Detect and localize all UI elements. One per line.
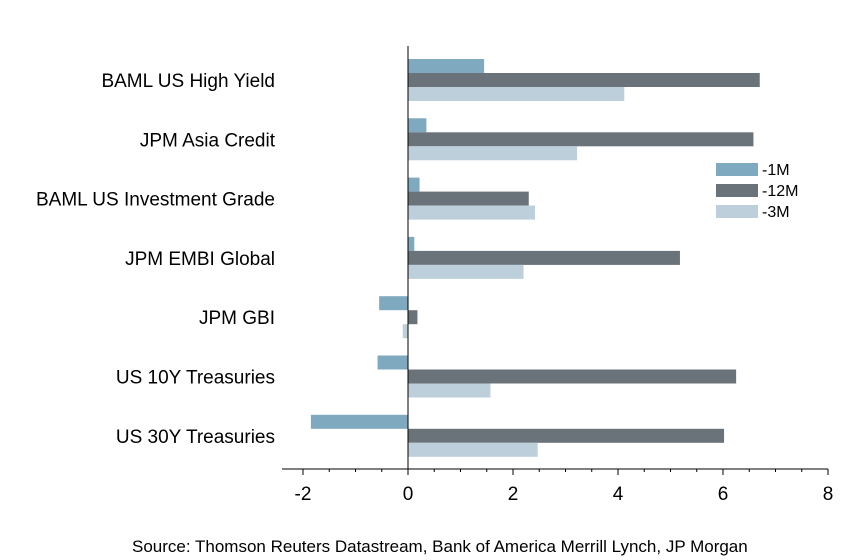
- bar-12M-3: [408, 250, 680, 265]
- bar-1M-0: [408, 59, 485, 73]
- legend-swatch: [716, 184, 758, 197]
- bar-1M-3: [408, 236, 415, 251]
- category-label: US 30Y Treasuries: [116, 427, 275, 448]
- bar-12M-1: [408, 132, 754, 147]
- bar-1M-1: [408, 118, 427, 133]
- bar-1M-2: [408, 177, 420, 192]
- bar-3M-3: [408, 264, 524, 279]
- legend: -1M -12M -3M: [716, 162, 798, 221]
- x-axis-ticks: [302, 469, 829, 475]
- x-tick-label: -2: [295, 484, 312, 505]
- x-tick-label: 6: [718, 484, 729, 505]
- category-label: BAML US Investment Grade: [36, 190, 275, 211]
- bar-12M-4: [408, 310, 418, 325]
- legend-label: -12M: [762, 183, 798, 200]
- source-note: Source: Thomson Reuters Datastream, Bank…: [132, 537, 748, 556]
- x-tick-label: 4: [613, 484, 624, 505]
- x-tick-label: 2: [508, 484, 519, 505]
- category-label: JPM EMBI Global: [125, 249, 275, 270]
- bar-12M-0: [408, 73, 760, 87]
- bar-12M-2: [408, 191, 529, 206]
- bar-1M-5: [377, 355, 408, 370]
- category-labels: BAML US High Yield JPM Asia Credit BAML US…: [36, 71, 276, 448]
- category-label: JPM GBI: [199, 308, 275, 329]
- bar-3M-4: [402, 324, 408, 339]
- legend-swatch: [716, 205, 758, 218]
- bars-group: [310, 59, 760, 457]
- bar-12M-6: [408, 428, 725, 443]
- bar-3M-2: [408, 205, 536, 220]
- category-label: BAML US High Yield: [101, 71, 275, 92]
- bar-3M-6: [408, 442, 538, 457]
- x-axis-tick-labels: -2 0 2 4 6 8: [295, 484, 834, 505]
- bar-3M-5: [408, 383, 491, 398]
- legend-label: -3M: [762, 204, 790, 221]
- bar-3M-0: [408, 87, 625, 101]
- bar-3M-1: [408, 146, 578, 161]
- category-label: US 10Y Treasuries: [116, 368, 275, 389]
- legend-label: -1M: [762, 162, 790, 179]
- bar-1M-4: [379, 296, 408, 311]
- bar-1M-6: [310, 414, 408, 429]
- category-label: JPM Asia Credit: [140, 130, 276, 151]
- legend-swatch: [716, 163, 758, 176]
- x-tick-label: 8: [823, 484, 834, 505]
- bar-12M-5: [408, 369, 737, 384]
- x-tick-label: 0: [403, 484, 414, 505]
